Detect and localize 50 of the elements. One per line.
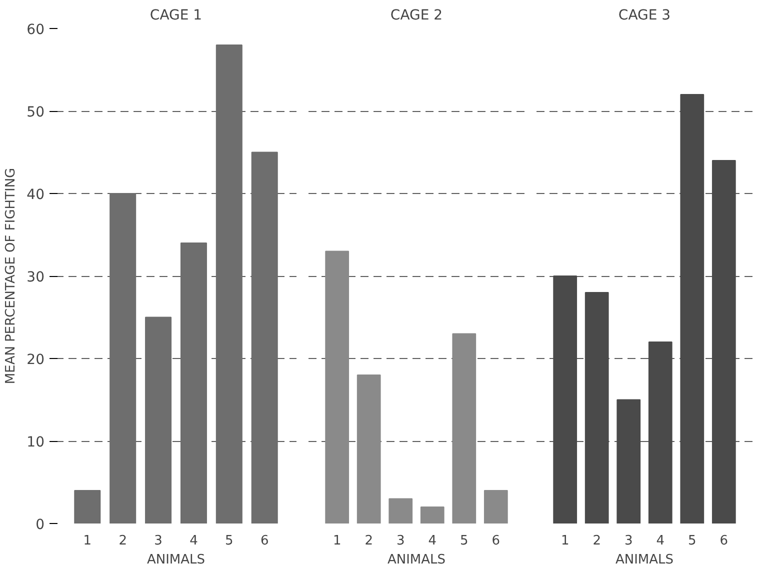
x-tick-label: 1 bbox=[83, 534, 92, 548]
y-tick-label: 10 bbox=[26, 434, 45, 450]
y-tick-label: 40 bbox=[26, 187, 45, 203]
bar bbox=[648, 342, 672, 524]
x-tick-label: 6 bbox=[720, 534, 728, 548]
x-tick-label: 5 bbox=[225, 534, 234, 548]
x-tick-label: 1 bbox=[332, 534, 342, 548]
x-tick-label: 6 bbox=[492, 534, 500, 548]
x-axis-title: ANIMALS bbox=[615, 552, 674, 568]
x-tick-label: 2 bbox=[364, 534, 373, 548]
bar bbox=[616, 399, 641, 524]
bar bbox=[712, 160, 736, 524]
x-tick-label: 1 bbox=[560, 534, 570, 548]
chart-title: CAGE 1 bbox=[150, 8, 202, 24]
chart-title: CAGE 2 bbox=[390, 8, 443, 24]
bar bbox=[484, 490, 508, 524]
x-tick-label: 4 bbox=[428, 534, 437, 548]
x-tick-label: 5 bbox=[460, 534, 468, 548]
y-tick-label: 30 bbox=[26, 270, 45, 286]
bar bbox=[74, 490, 101, 524]
bar bbox=[325, 250, 350, 524]
bar bbox=[553, 276, 578, 524]
x-tick-label: 3 bbox=[154, 534, 162, 548]
y-tick-label: 50 bbox=[26, 104, 45, 120]
x-tick-label: 4 bbox=[656, 534, 665, 548]
bar bbox=[110, 193, 136, 524]
x-tick-label: 5 bbox=[688, 534, 696, 548]
bar bbox=[680, 94, 704, 524]
bar bbox=[452, 333, 476, 524]
x-axis-title: ANIMALS bbox=[146, 552, 206, 568]
x-axis-title: ANIMALS bbox=[387, 552, 446, 568]
y-tick-label: 20 bbox=[26, 352, 45, 368]
bar bbox=[388, 498, 413, 524]
bar bbox=[180, 242, 207, 524]
y-axis-title: MEAN PERCENTAGE OF FIGHTING bbox=[4, 168, 19, 384]
bar bbox=[356, 374, 381, 524]
x-tick-label: 2 bbox=[118, 534, 127, 548]
x-tick-label: 2 bbox=[592, 534, 601, 548]
bar bbox=[145, 316, 172, 524]
bar bbox=[251, 152, 278, 524]
y-tick-label: 0 bbox=[36, 517, 45, 533]
x-tick-label: 4 bbox=[190, 534, 198, 548]
bar bbox=[420, 506, 444, 524]
chart-title: CAGE 3 bbox=[618, 8, 671, 24]
bar bbox=[584, 292, 609, 524]
x-tick-label: 3 bbox=[396, 534, 405, 548]
x-tick-label: 3 bbox=[624, 534, 633, 548]
x-tick-label: 6 bbox=[260, 534, 269, 548]
bar bbox=[216, 44, 242, 524]
y-tick-label: 60 bbox=[26, 22, 45, 38]
